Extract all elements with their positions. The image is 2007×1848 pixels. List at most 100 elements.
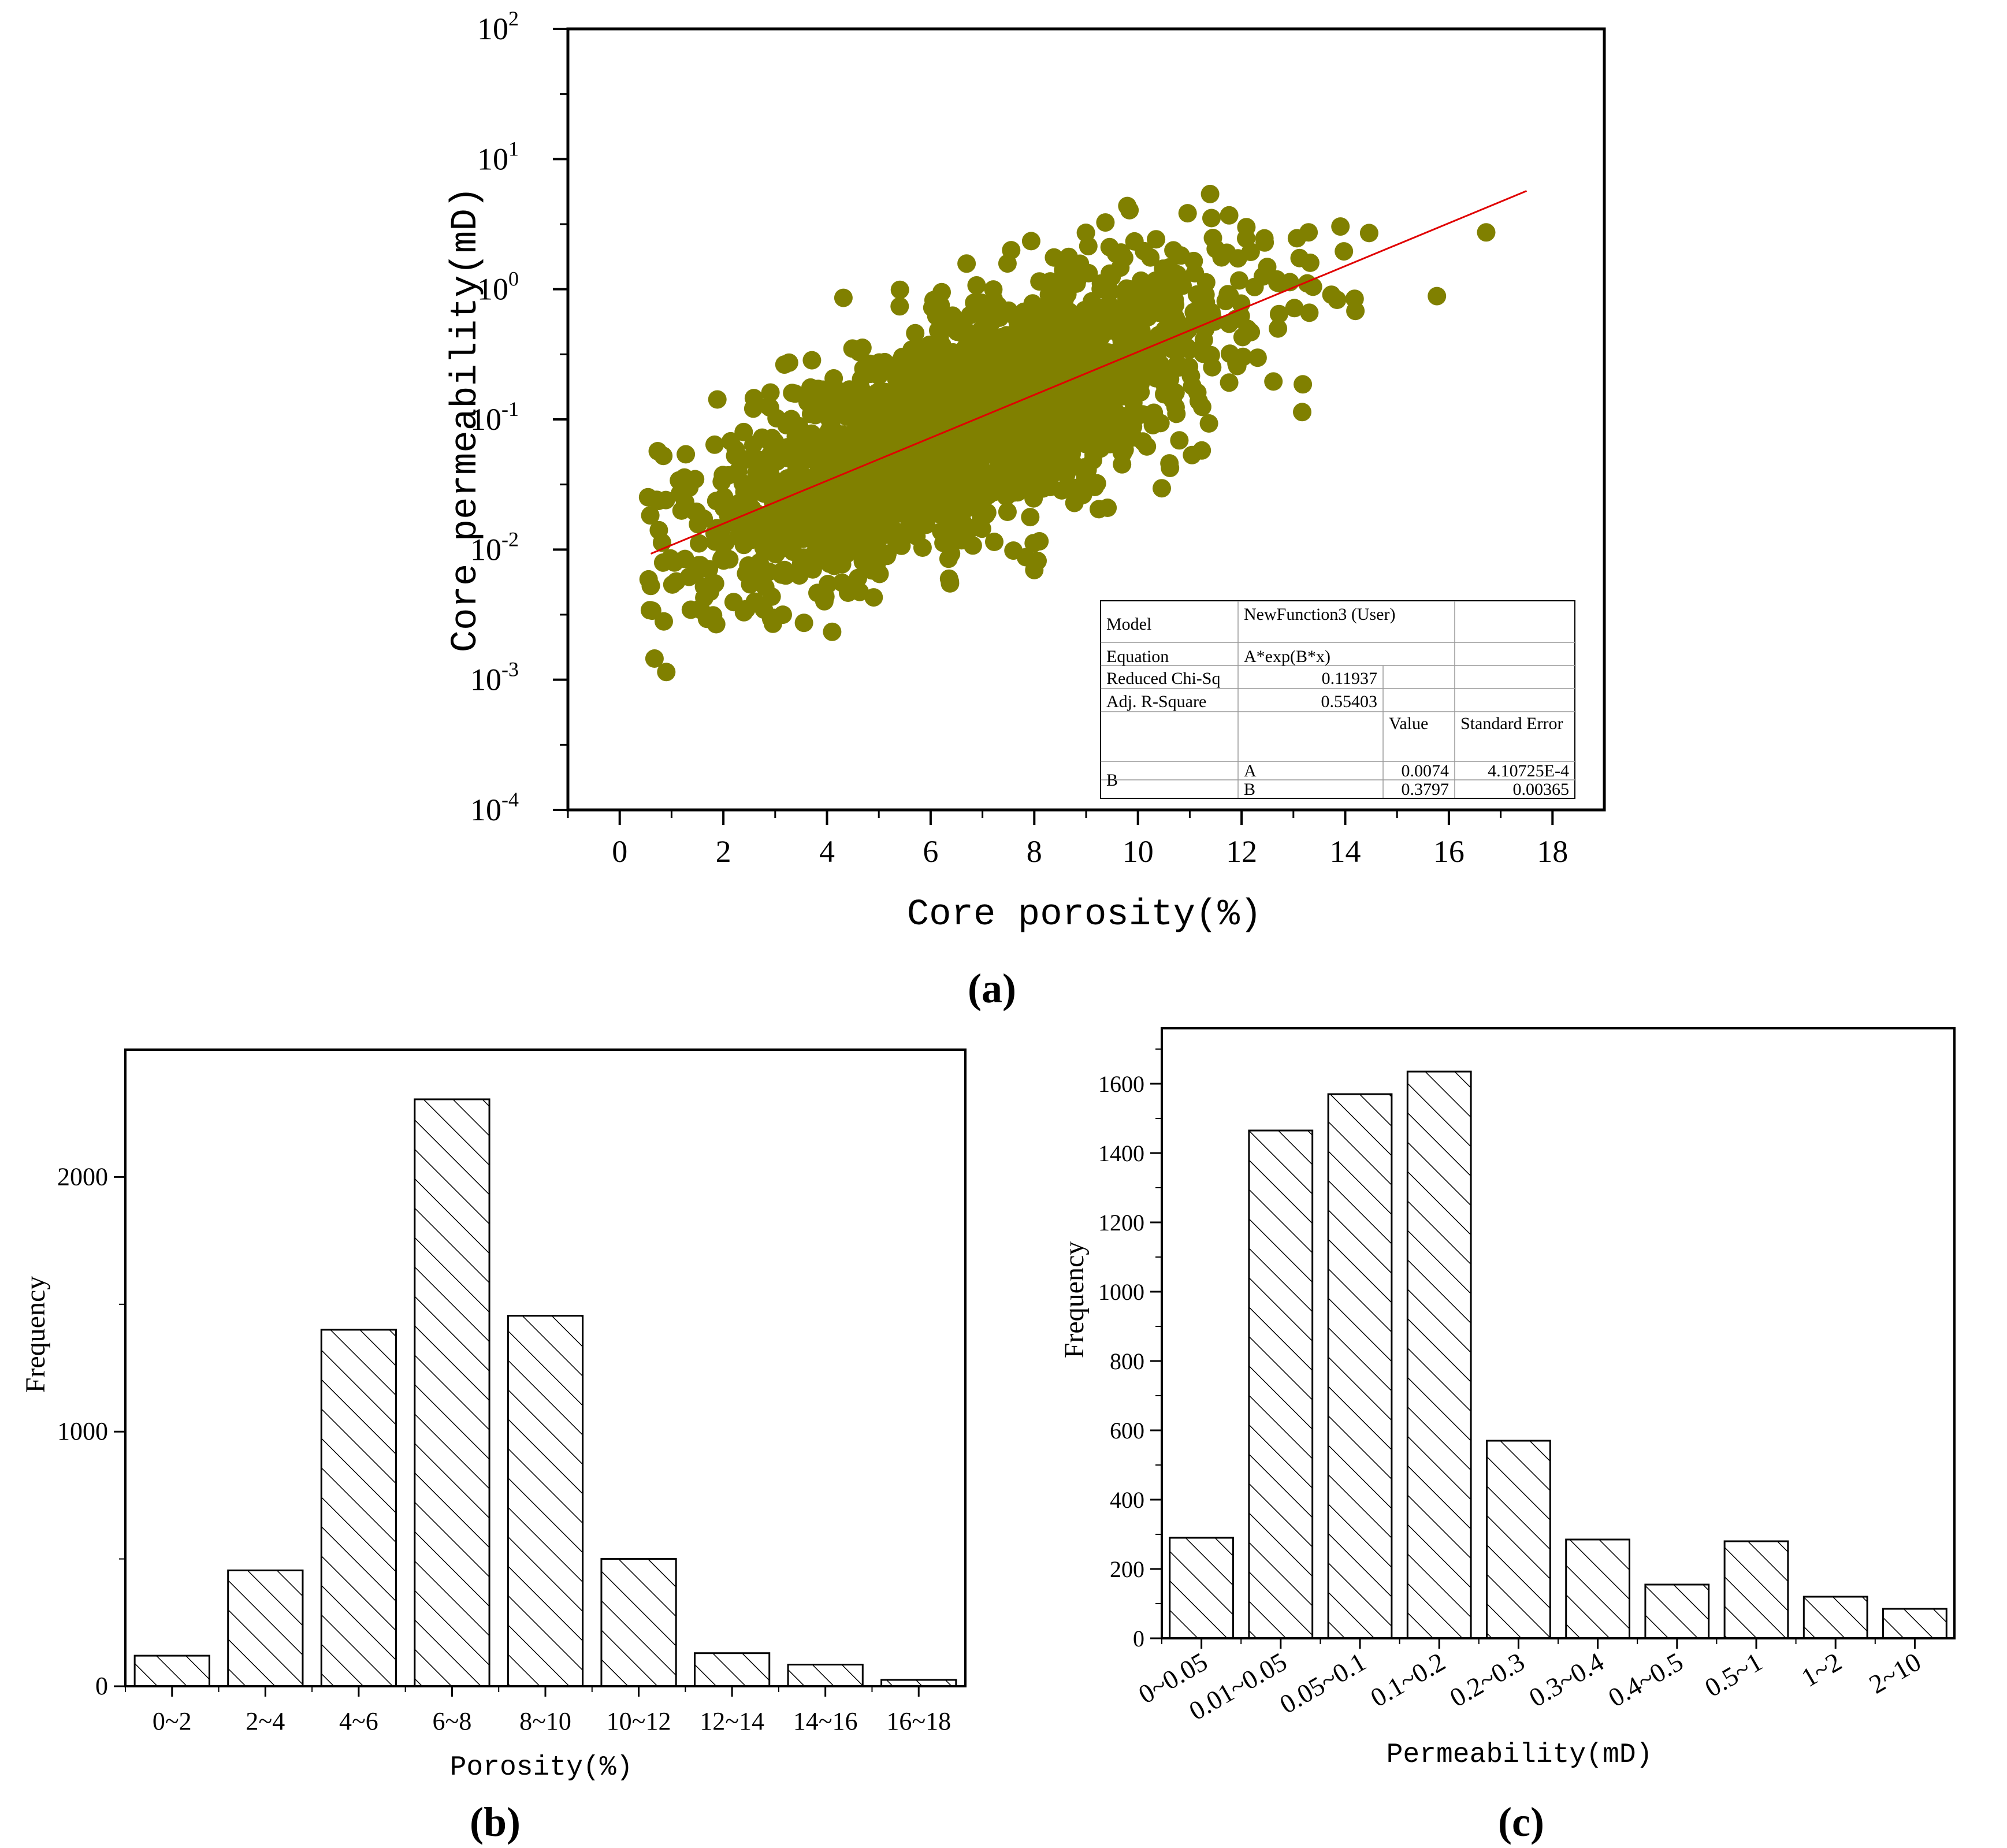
scatter-point: [1077, 339, 1096, 358]
stats-value-a: 0.0074: [1402, 761, 1450, 780]
scatter-point: [714, 551, 733, 570]
scatter-point: [967, 355, 986, 374]
scatter-point: [721, 432, 740, 451]
scatter-point: [808, 583, 827, 603]
x-tick-label: 6: [923, 834, 938, 869]
scatter-panel-a: 0 2 4 6 8 10 12 14 16 18 10-4 10-3 10-2 10-1 100 101 102…: [445, 7, 1606, 1012]
scatter-point: [1024, 459, 1043, 478]
scatter-point: [811, 522, 830, 541]
scatter-point: [1065, 493, 1084, 512]
scatter-point: [1019, 355, 1038, 374]
scatter-point: [655, 612, 673, 631]
scatter-point: [690, 534, 708, 553]
scatter-point: [880, 477, 900, 496]
scatter-point: [1125, 309, 1144, 328]
scatter-point: [1098, 421, 1117, 440]
scatter-point: [957, 254, 976, 273]
scatter-point: [1074, 323, 1092, 342]
scatter-point: [1170, 431, 1189, 450]
scatter-point: [976, 505, 995, 524]
scatter-point: [969, 395, 988, 414]
histogram-bar: [133, 1654, 210, 1687]
scatter-point: [928, 375, 947, 395]
scatter-point: [878, 504, 897, 523]
scatter-point: [972, 519, 991, 538]
scatter-point: [738, 500, 757, 519]
scatter-point: [648, 442, 667, 460]
scatter-point: [762, 587, 781, 606]
scatter-point: [1264, 372, 1283, 391]
panel-label-c: (c): [1498, 1799, 1544, 1845]
scatter-point: [1079, 402, 1098, 421]
porosity-axes: 0 1000 2000 0~2 2~4 4~6 6~8 8~10 10~12 12~14 14~16…: [57, 1048, 967, 1735]
scatter-point: [947, 381, 966, 400]
scatter-point: [985, 533, 1004, 551]
scatter-point: [1155, 377, 1175, 396]
scatter-point: [978, 437, 997, 455]
scatter-point: [955, 339, 974, 358]
scatter-point: [812, 433, 831, 452]
scatter-point: [1003, 305, 1022, 324]
scatter-point: [715, 488, 734, 507]
scatter-point: [906, 324, 925, 343]
scatter-point: [647, 490, 666, 510]
scatter-point: [790, 450, 809, 469]
scatter-point: [929, 321, 947, 340]
scatter-point: [939, 517, 958, 536]
scatter-point: [1255, 229, 1274, 248]
scatter-point: [1025, 560, 1044, 579]
scatter-point: [895, 451, 914, 470]
scatter-point: [757, 518, 776, 537]
scatter-point: [831, 510, 850, 529]
scatter-point: [657, 663, 676, 682]
scatter-point: [1040, 410, 1060, 429]
stats-param-b: B: [1244, 780, 1255, 799]
scatter-point: [1036, 395, 1055, 414]
scatter-point: [996, 469, 1015, 488]
scatter-point: [1024, 489, 1043, 508]
scatter-point: [1202, 209, 1221, 228]
scatter-point: [1428, 287, 1447, 306]
scatter-point: [744, 389, 763, 408]
scatter-point: [776, 566, 796, 585]
scatter-point: [1015, 388, 1034, 407]
y-tick-label: 10-2: [470, 527, 519, 567]
scatter-point: [1153, 479, 1171, 498]
scatter-point: [1055, 318, 1074, 337]
scatter-point: [752, 471, 771, 490]
y-tick-label: 102: [477, 7, 519, 46]
stats-table-frame: [1100, 600, 1575, 799]
y-tick-label: 10-1: [470, 397, 519, 437]
scatter-point: [1136, 338, 1155, 357]
scatter-point: [640, 601, 659, 620]
scatter-point: [967, 276, 986, 295]
scatter-point: [733, 526, 752, 545]
scatter-point: [677, 445, 696, 464]
scatter-point: [1206, 239, 1225, 258]
scatter-point: [741, 575, 760, 594]
scatter-point: [1048, 359, 1067, 378]
fit-line: [650, 190, 1527, 555]
porosity-bars: [133, 1098, 957, 1687]
scatter-point: [1096, 378, 1115, 397]
scatter-point: [969, 413, 988, 432]
x-tick-label: 2: [716, 834, 731, 869]
stats-header-error: Standard Error: [1460, 714, 1563, 733]
scatter-point: [980, 334, 999, 354]
scatter-point: [834, 288, 853, 307]
scatter-point: [1233, 328, 1252, 347]
scatter-point: [1253, 267, 1272, 286]
scatter-point: [1085, 478, 1104, 496]
histogram-bar: [1486, 1440, 1551, 1639]
scatter-point: [1155, 321, 1174, 339]
x-tick-label: 12: [1226, 834, 1257, 869]
scatter-point: [1300, 303, 1319, 322]
scatter-point: [1039, 458, 1058, 477]
scatter-point: [1183, 377, 1202, 395]
scatter-point: [1285, 299, 1304, 318]
histogram-bar: [227, 1569, 304, 1687]
scatter-point: [641, 506, 660, 525]
histogram-bar: [1723, 1540, 1789, 1639]
stats-error-a: 4.10725E-4: [1488, 761, 1569, 780]
y-tick-label: 1400: [1098, 1140, 1144, 1166]
